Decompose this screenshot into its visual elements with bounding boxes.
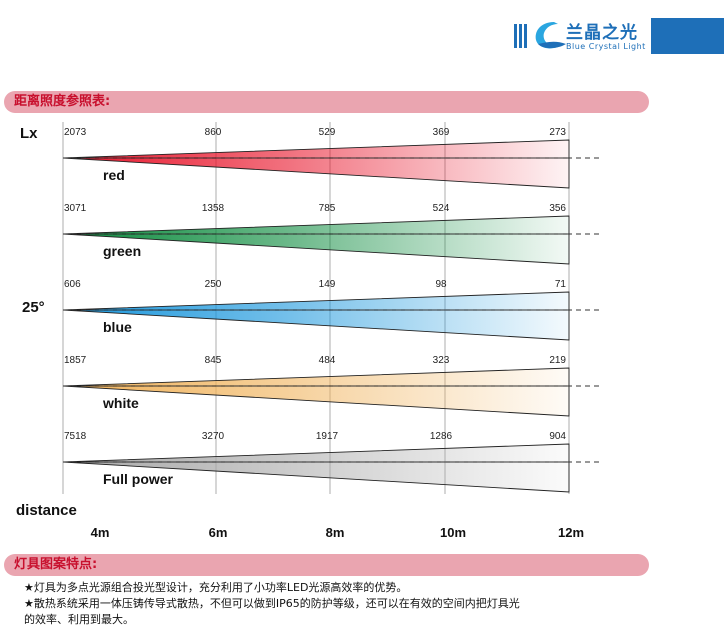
lux-value: 71 <box>555 279 567 290</box>
distance-tick: 8m <box>326 525 345 540</box>
beam-green <box>62 215 570 265</box>
lux-value: 845 <box>205 355 222 366</box>
distance-tick: 10m <box>440 525 466 540</box>
lux-value: 524 <box>433 203 450 214</box>
distance-tick: 12m <box>558 525 584 540</box>
lux-value: 369 <box>433 127 450 138</box>
lux-unit-label: Lx <box>20 125 38 142</box>
lux-value: 1917 <box>316 431 339 442</box>
lux-value: 484 <box>319 355 336 366</box>
brand-name-en: Blue Crystal Light <box>566 42 646 51</box>
brand-name-cn: 兰晶之光 <box>566 23 638 43</box>
lux-value: 323 <box>433 355 450 366</box>
row-label: red <box>103 167 125 183</box>
beam-blue <box>62 291 570 341</box>
distance-tick: 6m <box>209 525 228 540</box>
lux-value: 529 <box>319 127 336 138</box>
lux-value: 1857 <box>64 355 87 366</box>
row-label: blue <box>103 319 132 335</box>
lux-value: 785 <box>319 203 336 214</box>
lux-value: 1358 <box>202 203 225 214</box>
logo-bars-icon <box>514 24 527 48</box>
lux-value: 3071 <box>64 203 87 214</box>
brand-color-band <box>651 18 724 54</box>
lux-value: 860 <box>205 127 222 138</box>
row-label: green <box>103 243 141 259</box>
lux-value: 1286 <box>430 431 453 442</box>
beam-white <box>62 367 570 417</box>
beam-angle-label: 25° <box>22 299 45 316</box>
lux-value: 3270 <box>202 431 225 442</box>
logo-crescent-icon <box>535 22 566 49</box>
features-section-title: 灯具图案特点: <box>14 557 98 572</box>
distance-axis-label: distance <box>16 502 77 519</box>
beam-rows: 2073 860 529 369 273 red 3071 1358 785 524 356 gree… <box>62 127 600 493</box>
lux-value: 250 <box>205 279 222 290</box>
feature-line: ★灯具为多点光源组合投光型设计，充分利用了小功率LED光源高效率的优势。 <box>24 581 408 594</box>
distance-tick: 4m <box>91 525 110 540</box>
lux-value: 219 <box>549 355 566 366</box>
lux-value: 356 <box>549 203 566 214</box>
features-list: ★灯具为多点光源组合投光型设计，充分利用了小功率LED光源高效率的优势。 ★散热… <box>24 580 644 628</box>
beam-full-power <box>62 443 570 493</box>
beam-red <box>62 139 570 189</box>
row-label: Full power <box>103 471 174 487</box>
illuminance-diagram: 2073 860 529 369 273 red 3071 1358 785 524 356 gree… <box>16 122 600 540</box>
lux-value: 2073 <box>64 127 87 138</box>
lux-value: 7518 <box>64 431 87 442</box>
feature-line: ★散热系统采用一体压铸传导式散热，不但可以做到IP65的防护等级，还可以在有效的… <box>24 597 520 610</box>
row-label: white <box>102 395 139 411</box>
features-section-bar <box>4 554 649 576</box>
illuminance-section-title: 距离照度参照表: <box>14 94 111 109</box>
lux-value: 273 <box>549 127 566 138</box>
lux-value: 149 <box>319 279 336 290</box>
distance-ticks: 4m 6m 8m 10m 12m <box>91 525 584 540</box>
illuminance-section-bar <box>4 91 649 113</box>
feature-line: 的效率、利用到最大。 <box>24 613 134 626</box>
lux-value: 98 <box>435 279 447 290</box>
lux-value: 904 <box>549 431 566 442</box>
lux-value: 606 <box>64 279 81 290</box>
